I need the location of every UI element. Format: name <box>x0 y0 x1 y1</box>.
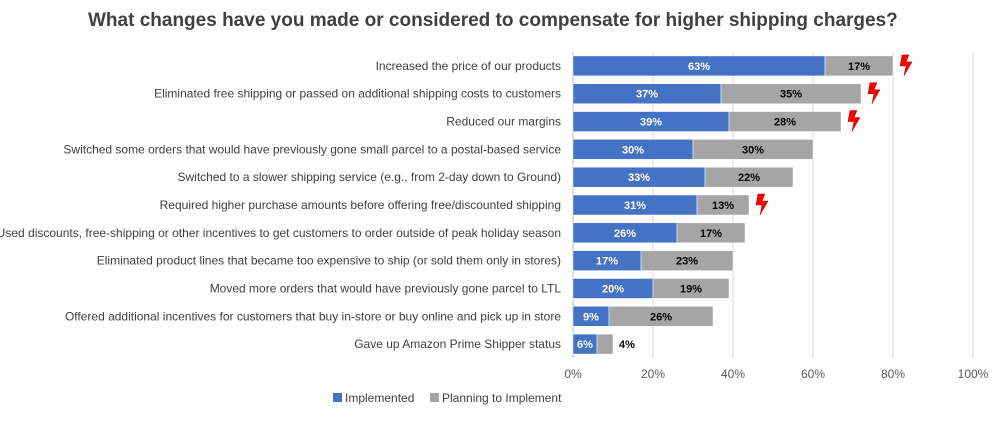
x-tick-label: 0% <box>564 367 582 381</box>
data-label: 63% <box>688 61 710 73</box>
data-label: 23% <box>676 256 698 268</box>
category-label: Increased the price of our products <box>376 59 561 73</box>
bar-planning <box>696 194 750 216</box>
category-label: Eliminated free shipping or passed on ad… <box>154 87 561 101</box>
data-label: 17% <box>596 256 618 268</box>
data-label: 28% <box>774 117 796 129</box>
x-axis-ticks: 0% 20% 40% 60% 80% 100% <box>564 367 988 381</box>
data-label: 22% <box>738 172 760 184</box>
data-label: 31% <box>624 200 646 212</box>
bar-planning <box>704 166 794 188</box>
lightning-bolt-icon <box>867 82 881 104</box>
x-tick-label: 100% <box>958 367 989 381</box>
bar-planning <box>692 139 814 160</box>
category-label: Used discounts, free-shipping or other i… <box>0 226 561 240</box>
legend-label: Implemented <box>345 391 414 405</box>
x-tick-label: 60% <box>801 367 825 381</box>
lightning-bolt-icon <box>899 54 913 77</box>
category-label: Moved more orders that would have previo… <box>210 281 562 295</box>
data-label: 26% <box>614 228 636 240</box>
category-label: Switched some orders that would have pre… <box>63 142 561 156</box>
bars: 63% 17% 37% 35% 39% 28% 30% 30% 33% 22% 31% 13% 26% 1… <box>572 55 894 355</box>
bar-planning <box>596 333 614 355</box>
legend-label: Planning to Implement <box>442 391 562 405</box>
bar-planning <box>676 222 746 244</box>
bar-planning <box>720 83 862 104</box>
bar-planning <box>652 278 730 299</box>
data-label: 20% <box>602 283 624 295</box>
data-label: 33% <box>628 172 650 184</box>
bar-planning <box>608 306 714 327</box>
data-label: 9% <box>583 311 599 323</box>
data-label: 17% <box>700 228 722 240</box>
data-label: 26% <box>650 311 672 323</box>
highlight-icons <box>755 54 913 216</box>
data-label: 13% <box>712 200 734 212</box>
category-label: Required higher purchase amounts before … <box>160 198 561 212</box>
x-tick-label: 20% <box>641 367 665 381</box>
data-label: 4% <box>619 339 635 351</box>
legend-swatch-implemented <box>333 393 342 402</box>
data-label: 17% <box>848 61 870 73</box>
data-label: 39% <box>640 117 662 129</box>
category-labels: Increased the price of our products Elimi… <box>0 59 561 351</box>
lightning-bolt-icon <box>755 193 769 216</box>
chart-title: What changes have you made or considered… <box>88 10 898 31</box>
category-label: Eliminated product lines that became too… <box>97 254 561 268</box>
x-tick-label: 40% <box>721 367 745 381</box>
data-label: 30% <box>742 144 764 156</box>
lightning-bolt-icon <box>847 110 861 132</box>
data-label: 37% <box>636 89 658 101</box>
bar-planning <box>824 55 894 77</box>
legend: Implemented Planning to Implement <box>333 391 562 405</box>
data-label: 35% <box>780 89 802 101</box>
category-label: Gave up Amazon Prime Shipper status <box>354 337 561 351</box>
data-label: 30% <box>622 144 644 156</box>
data-label: 6% <box>577 339 593 351</box>
category-label: Switched to a slower shipping service (e… <box>177 170 561 184</box>
legend-swatch-planning <box>430 393 439 402</box>
data-label: 19% <box>680 283 702 295</box>
bar-planning <box>640 250 734 271</box>
category-label: Offered additional incentives for custom… <box>65 309 561 323</box>
category-label: Reduced our margins <box>446 115 561 129</box>
x-tick-label: 80% <box>881 367 905 381</box>
bar-planning <box>728 111 842 132</box>
